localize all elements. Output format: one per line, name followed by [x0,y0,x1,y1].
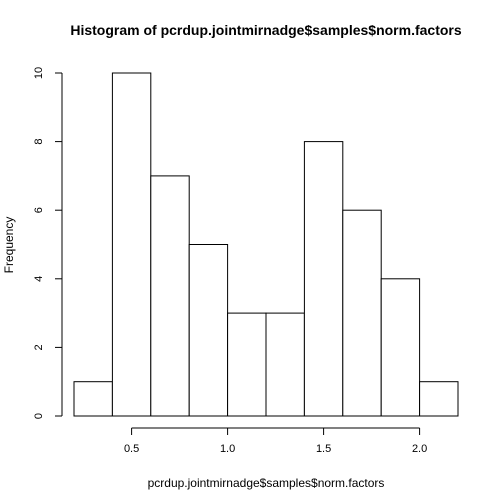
histogram-bar-6 [265,312,305,417]
y-tick-label: 0 [33,413,45,419]
histogram-bar-1 [73,381,113,417]
histogram-bar-2 [111,72,152,417]
y-axis: 0 2 4 6 8 10 [33,67,63,419]
chart-title: Histogram of pcrdup.jointmirnadge$sample… [70,22,462,38]
y-axis-label: Frequency [2,217,16,274]
histogram-bar-8 [342,209,382,417]
histogram-bar-3 [150,175,190,417]
x-tick-label: 0.5 [124,443,139,455]
y-tick-label: 6 [33,207,45,213]
y-tick-label: 2 [33,344,45,350]
x-axis: 0.5 1.0 1.5 2.0 [124,427,427,455]
x-tick-label: 1.0 [220,443,235,455]
histogram-bar-9 [380,278,421,417]
histogram-bar-7 [303,141,344,417]
histogram-bar-5 [227,312,267,417]
x-tick-label: 2.0 [412,443,427,455]
x-tick-label: 1.5 [316,443,331,455]
histogram-bar-4 [188,244,229,417]
y-tick-label: 8 [33,139,45,145]
histogram-bar-10 [419,381,459,417]
histogram-bars [73,72,459,417]
y-tick-label: 4 [33,276,45,282]
x-axis-label: pcrdup.jointmirnadge$samples$norm.factor… [148,476,385,490]
y-tick-label: 10 [33,67,45,79]
